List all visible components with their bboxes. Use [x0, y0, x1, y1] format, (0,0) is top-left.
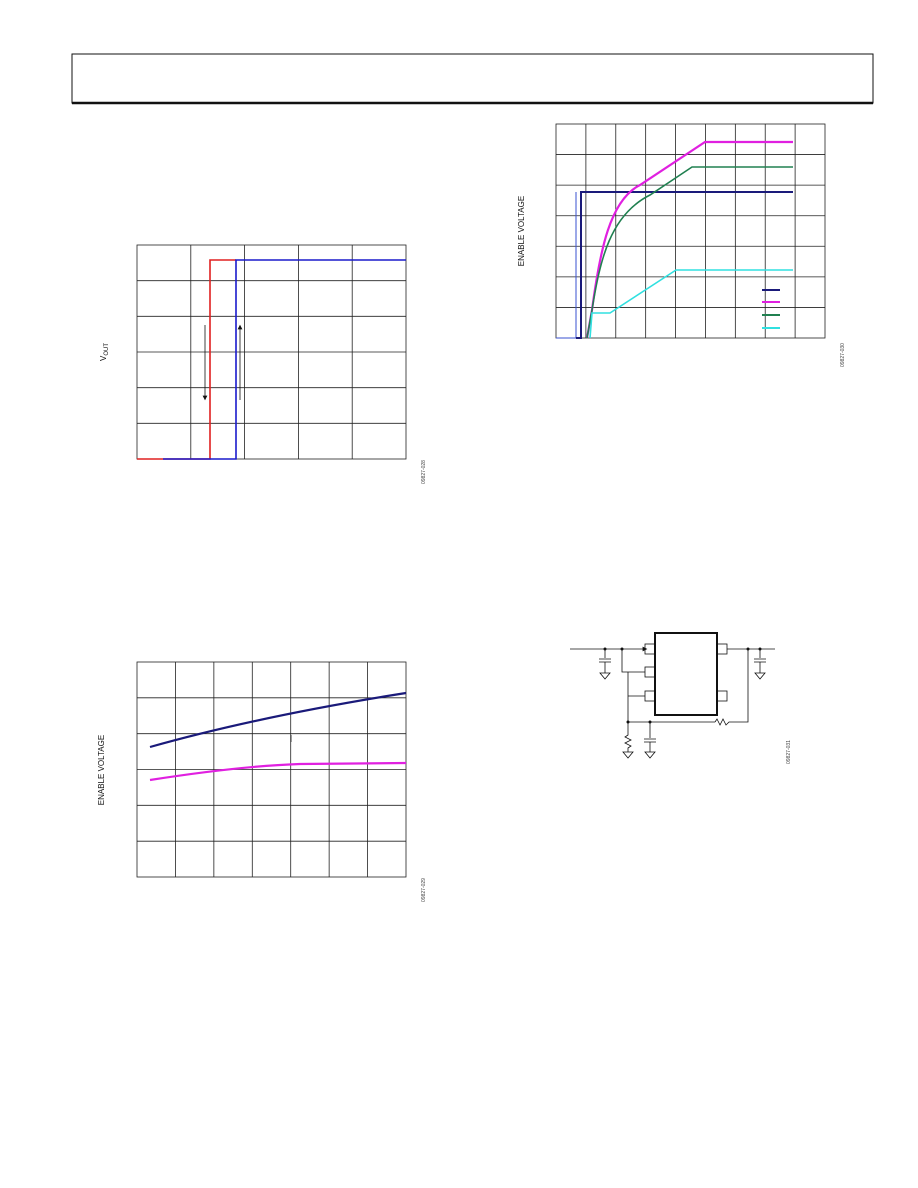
blue-trace — [163, 259, 406, 460]
grid — [137, 245, 406, 459]
grid — [137, 662, 406, 877]
y-label: ENABLE VOLTAGE — [517, 196, 526, 266]
y-label: VOUT — [99, 343, 110, 361]
y-label-main: V — [99, 355, 108, 361]
figure-id: 09827-030 — [840, 343, 846, 367]
chart-hysteresis: VOUT 09827-028 — [99, 244, 427, 484]
y-label: ENABLE VOLTAGE — [97, 735, 106, 805]
chart-enable-temp: ENABLE VOLTAGE 09827-029 — [97, 661, 427, 902]
chart-enable-startup: ENABLE VOLTAGE 09827-030 — [517, 123, 846, 367]
figure-id: 09827-029 — [421, 878, 427, 902]
figure-id: 09827-028 — [421, 460, 427, 484]
figure-id: 09827-031 — [786, 740, 792, 764]
circuit: 09827-031 — [570, 632, 792, 764]
red-trace — [137, 259, 236, 460]
y-label-sub: OUT — [104, 343, 110, 356]
header-box — [71, 53, 874, 104]
grid — [556, 124, 825, 338]
